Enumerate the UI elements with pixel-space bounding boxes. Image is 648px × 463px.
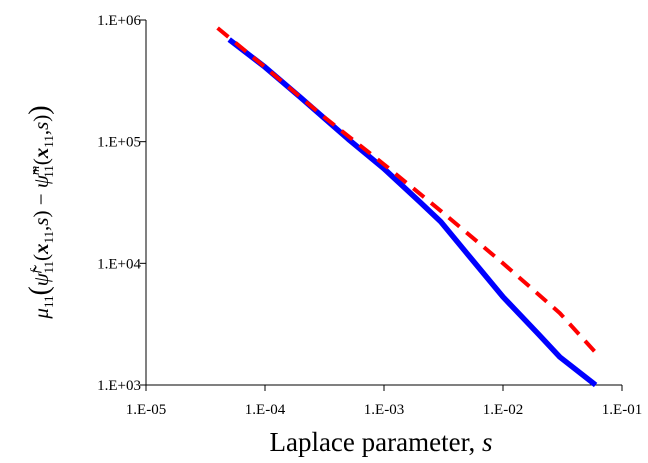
x-tick-label: 1.E-05 <box>126 402 166 418</box>
series-layer <box>216 26 598 388</box>
y-tick-label: 1.E+06 <box>97 13 141 29</box>
y-tick-label: 1.E+04 <box>97 256 141 272</box>
series-line-solid <box>227 37 598 388</box>
x-axis-title: Laplace parameter, s <box>269 427 492 457</box>
axes <box>145 20 622 386</box>
x-tick-label: 1.E-03 <box>364 402 404 418</box>
series-line-dashed <box>216 26 598 354</box>
x-tick-label: 1.E-04 <box>245 402 286 418</box>
x-tick-label: 1.E-01 <box>602 402 642 418</box>
y-tick-label: 1.E+05 <box>97 135 141 151</box>
x-ticks: 1.E-05 1.E-04 1.E-03 1.E-02 1.E-01 <box>126 385 642 418</box>
svg-text:μ11(ψ̃f11(x11,s) − ψ̃m11(x11,s: μ11(ψ̃f11(x11,s) − ψ̃m11(x11,s)) <box>24 105 56 319</box>
x-tick-label: 1.E-02 <box>483 402 523 418</box>
y-ticks: 1.E+03 1.E+04 1.E+05 1.E+06 <box>97 13 146 394</box>
y-tick-label: 1.E+03 <box>97 378 141 394</box>
y-axis-title: μ11(ψ̃f11(x11,s) − ψ̃m11(x11,s)) <box>24 105 56 319</box>
